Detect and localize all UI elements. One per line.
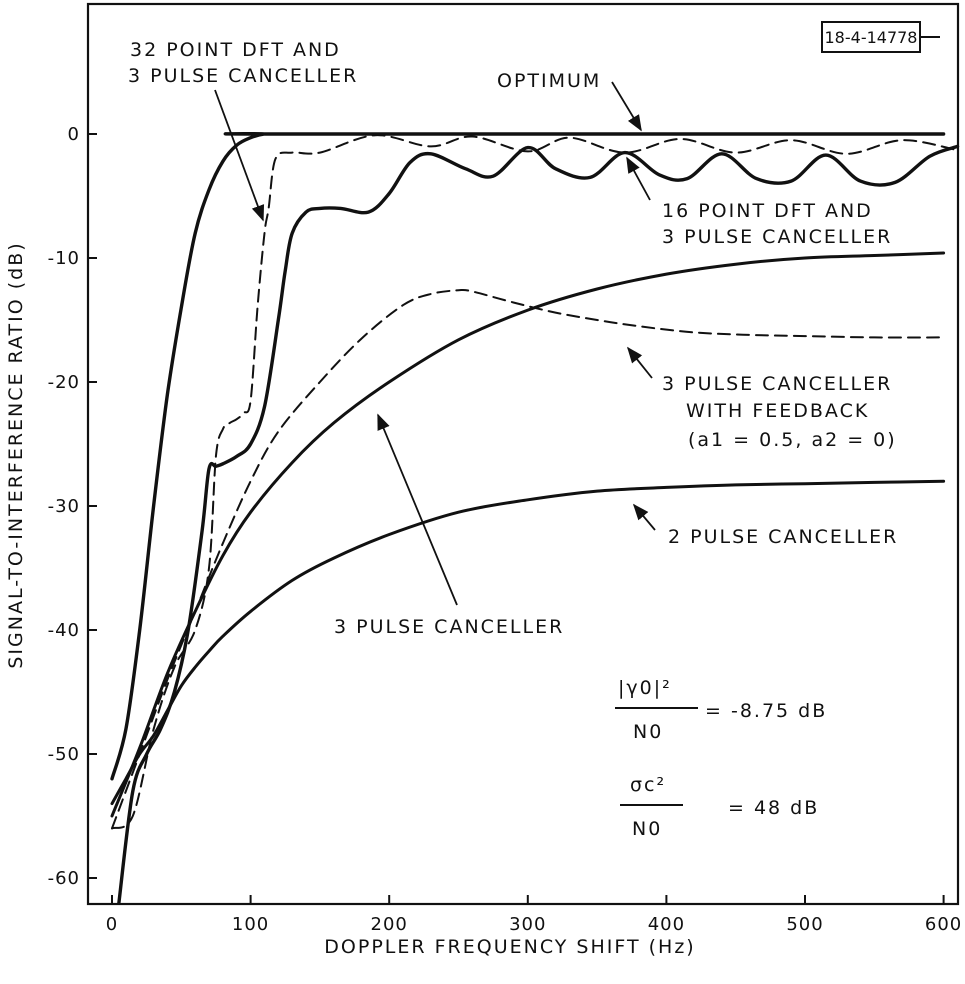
arrow-3-pulse [378, 415, 457, 605]
x-tick-label: 200 [371, 914, 408, 935]
y-tick-label: -30 [48, 496, 80, 517]
eq1-numerator: |γ0|² [618, 677, 672, 699]
x-tick-label: 300 [509, 914, 546, 935]
x-ticks: 0 100 200 300 400 500 600 [106, 895, 963, 935]
eq1-denominator: N0 [633, 721, 663, 743]
x-tick-label: 100 [232, 914, 269, 935]
y-tick-label: -40 [48, 620, 80, 641]
y-tick-label: -60 [48, 868, 80, 889]
y-tick-label: -50 [48, 744, 80, 765]
eq2-denominator: N0 [632, 818, 662, 840]
arrow-optimum [612, 82, 641, 130]
x-tick-label: 600 [925, 914, 962, 935]
label-32pt-dft-line1: 32 POINT DFT AND [130, 39, 341, 61]
label-32pt-dft-line2: 3 PULSE CANCELLER [128, 65, 358, 87]
x-tick-label: 400 [648, 914, 685, 935]
arrow-2-pulse [634, 505, 655, 530]
label-feedback-line1: 3 PULSE CANCELLER [662, 373, 892, 395]
curves [112, 134, 958, 903]
arrow-32pt-dft [215, 90, 263, 220]
figure-id-label: 18-4-14778 [825, 28, 918, 47]
series-16pt-dft [119, 146, 958, 902]
y-axis-label: SIGNAL-TO-INTERFERENCE RATIO (dB) [5, 241, 27, 668]
eq2-value: = 48 dB [728, 797, 819, 819]
y-tick-label: -10 [48, 248, 80, 269]
label-2-pulse-canceller: 2 PULSE CANCELLER [668, 526, 898, 548]
series-3-pulse-feedback [112, 290, 944, 829]
x-axis-label: DOPPLER FREQUENCY SHIFT (Hz) [324, 936, 695, 958]
x-tick-label: 500 [786, 914, 823, 935]
y-ticks: 0 -10 -20 -30 -40 -50 -60 [48, 124, 97, 889]
label-16pt-dft-line2: 3 PULSE CANCELLER [662, 226, 892, 248]
eq2-numerator: σc² [630, 774, 666, 796]
arrow-feedback [628, 348, 652, 378]
plot-frame [88, 4, 958, 904]
x-tick-label: 0 [106, 914, 118, 935]
label-feedback-line2: WITH FEEDBACK [686, 400, 869, 422]
label-feedback-line3: (a1 = 0.5, a2 = 0) [688, 429, 897, 451]
eq1-value: = -8.75 dB [705, 700, 827, 722]
label-3-pulse-canceller: 3 PULSE CANCELLER [334, 616, 564, 638]
y-tick-label: 0 [68, 124, 80, 145]
label-optimum: OPTIMUM [497, 70, 601, 92]
y-tick-label: -20 [48, 372, 80, 393]
label-16pt-dft-line1: 16 POINT DFT AND [662, 200, 873, 222]
